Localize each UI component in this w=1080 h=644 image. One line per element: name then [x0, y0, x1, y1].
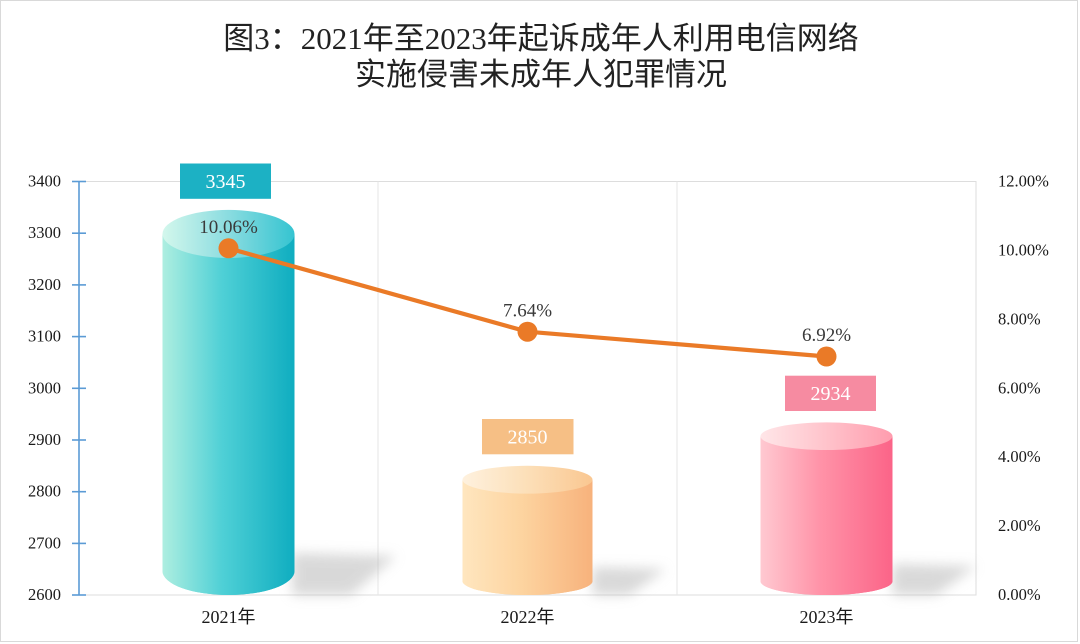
svg-text:8.00%: 8.00% — [998, 309, 1041, 328]
svg-text:12.00%: 12.00% — [998, 172, 1049, 191]
svg-text:3200: 3200 — [28, 275, 61, 294]
svg-text:2900: 2900 — [28, 430, 61, 449]
svg-text:10.00%: 10.00% — [998, 240, 1049, 259]
svg-text:2021年: 2021年 — [202, 607, 256, 627]
svg-text:3100: 3100 — [28, 327, 61, 346]
svg-text:2700: 2700 — [28, 533, 61, 552]
svg-text:2850: 2850 — [508, 427, 548, 449]
svg-text:2022年: 2022年 — [501, 607, 555, 627]
svg-text:2.00%: 2.00% — [998, 516, 1041, 535]
svg-text:4.00%: 4.00% — [998, 447, 1041, 466]
svg-text:2800: 2800 — [28, 482, 61, 501]
svg-text:3300: 3300 — [28, 223, 61, 242]
svg-text:2023年: 2023年 — [800, 607, 854, 627]
svg-text:6.00%: 6.00% — [998, 378, 1041, 397]
svg-text:3345: 3345 — [206, 171, 246, 193]
svg-text:7.64%: 7.64% — [503, 301, 552, 322]
svg-text:2934: 2934 — [811, 383, 851, 405]
svg-text:0.00%: 0.00% — [998, 585, 1041, 604]
svg-text:6.92%: 6.92% — [802, 325, 851, 346]
svg-text:3400: 3400 — [28, 172, 61, 191]
svg-text:3000: 3000 — [28, 378, 61, 397]
svg-text:10.06%: 10.06% — [199, 217, 258, 238]
svg-text:2600: 2600 — [28, 585, 61, 604]
